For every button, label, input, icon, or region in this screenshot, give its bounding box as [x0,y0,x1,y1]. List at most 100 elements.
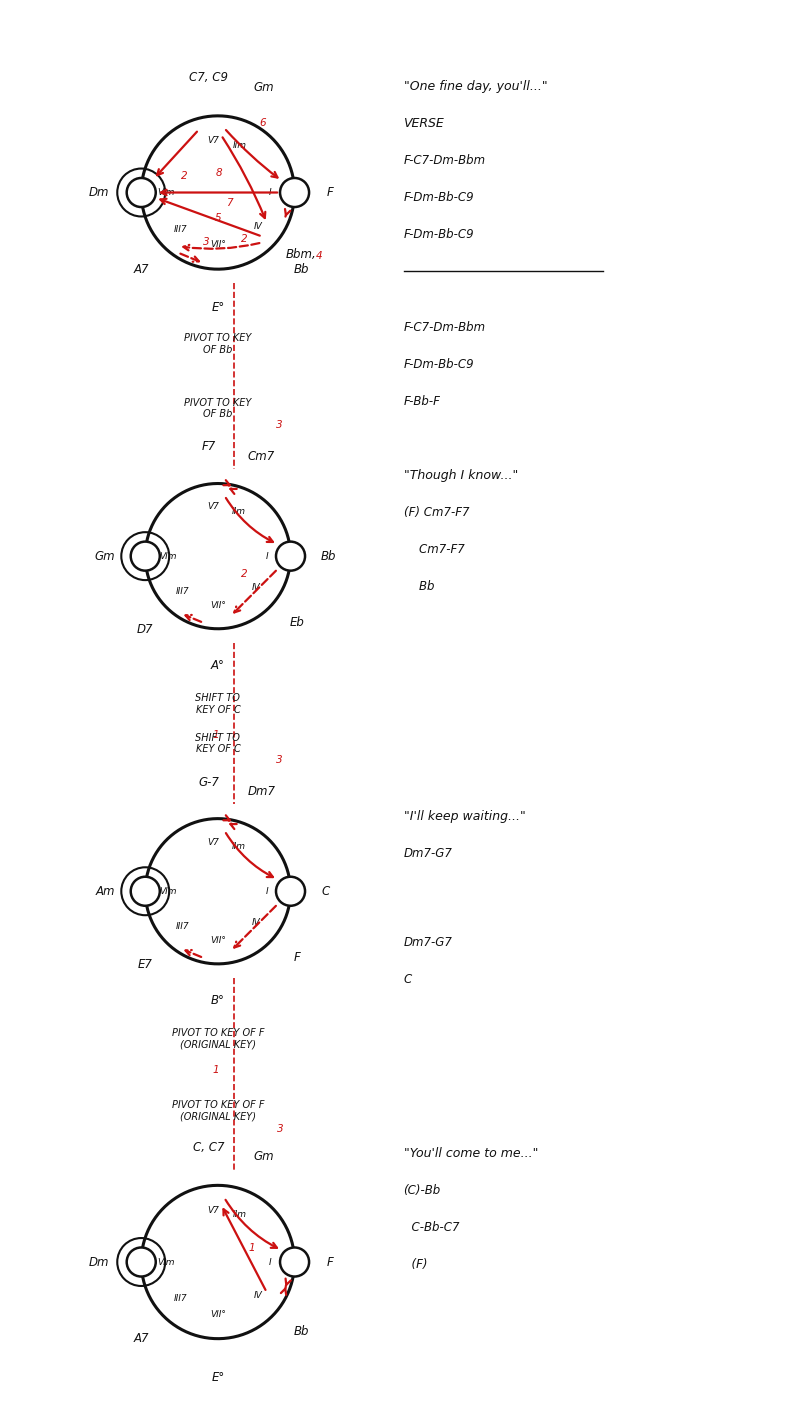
Text: VERSE: VERSE [404,117,444,130]
Ellipse shape [276,542,305,570]
Text: Gm: Gm [253,81,274,94]
Ellipse shape [131,877,160,906]
Text: Am: Am [95,884,115,898]
Text: IV: IV [253,1291,262,1301]
Ellipse shape [131,542,160,570]
Text: 1: 1 [213,730,220,740]
Text: F-C7-Dm-Bbm: F-C7-Dm-Bbm [404,154,486,167]
Ellipse shape [127,178,156,207]
Text: VIm: VIm [160,552,178,560]
Text: 2: 2 [181,171,187,181]
Text: VII°: VII° [210,240,226,250]
Text: 6: 6 [259,118,266,128]
Text: Bb: Bb [321,549,337,563]
Text: Bb: Bb [294,1326,309,1339]
Text: V7: V7 [207,1205,220,1215]
Text: V7: V7 [207,502,220,512]
Text: VII°: VII° [210,1309,226,1319]
Text: SHIFT TO
KEY OF C: SHIFT TO KEY OF C [195,693,240,714]
Text: PIVOT TO KEY
OF Bb: PIVOT TO KEY OF Bb [184,334,252,355]
Text: SHIFT TO
KEY OF C: SHIFT TO KEY OF C [195,733,240,754]
Text: IV: IV [251,918,260,927]
Text: 4: 4 [316,251,323,261]
Text: V7: V7 [207,135,220,145]
Text: I: I [266,552,269,560]
Text: E7: E7 [137,958,153,971]
Text: I: I [266,887,269,896]
Ellipse shape [276,877,305,906]
Text: I: I [269,188,271,197]
Text: "You'll come to me...": "You'll come to me..." [404,1147,538,1159]
Text: I: I [269,1258,271,1266]
Text: 3: 3 [275,756,282,766]
Text: 3: 3 [278,1124,284,1134]
Text: 5: 5 [215,212,221,224]
Text: 2: 2 [240,569,248,579]
Text: 8: 8 [215,168,223,178]
Text: VII°: VII° [210,600,226,610]
Text: C: C [321,884,329,898]
Text: VIm: VIm [157,1258,174,1266]
Text: F: F [327,185,333,200]
Text: C, C7: C, C7 [193,1141,224,1154]
Text: F-Bb-F: F-Bb-F [404,395,441,408]
Text: F7: F7 [202,441,216,453]
Text: "Though I know...": "Though I know..." [404,469,518,482]
Text: F: F [327,1255,333,1269]
Text: (F): (F) [404,1258,427,1271]
Text: IIm: IIm [233,1211,247,1219]
Text: PIVOT TO KEY OF F
(ORIGINAL KEY): PIVOT TO KEY OF F (ORIGINAL KEY) [172,1099,264,1121]
Text: IV: IV [253,221,262,231]
Text: Eb: Eb [290,616,304,629]
Text: Cm7-F7: Cm7-F7 [404,543,464,556]
Text: Dm: Dm [89,185,109,200]
Text: F: F [294,951,300,964]
Text: G-7: G-7 [199,776,220,789]
Text: E°: E° [211,301,224,314]
Text: III7: III7 [174,225,188,234]
Ellipse shape [127,1248,156,1276]
Text: Cm7: Cm7 [248,449,275,462]
Text: Dm7-G7: Dm7-G7 [404,935,453,950]
Text: F-Dm-Bb-C9: F-Dm-Bb-C9 [404,191,475,204]
Text: PIVOT TO KEY OF F
(ORIGINAL KEY): PIVOT TO KEY OF F (ORIGINAL KEY) [172,1028,264,1050]
Text: IIm: IIm [232,841,246,851]
Text: IIm: IIm [233,141,247,150]
Text: F-Dm-Bb-C9: F-Dm-Bb-C9 [404,358,475,371]
Text: "One fine day, you'll...": "One fine day, you'll..." [404,80,547,93]
Text: III7: III7 [176,921,190,931]
Text: PIVOT TO KEY
OF Bb: PIVOT TO KEY OF Bb [184,398,252,419]
Text: III7: III7 [176,586,190,596]
Text: 3: 3 [275,421,282,431]
Text: Gm: Gm [94,549,115,563]
Text: Dm7-G7: Dm7-G7 [404,847,453,860]
Ellipse shape [280,178,309,207]
Text: A°: A° [211,659,225,672]
Text: 3: 3 [203,237,209,247]
Text: IV: IV [251,583,260,592]
Text: C: C [404,973,412,987]
Text: VIm: VIm [160,887,178,896]
Text: IIm: IIm [232,506,246,516]
Text: F-C7-Dm-Bbm: F-C7-Dm-Bbm [404,321,486,334]
Text: C-Bb-C7: C-Bb-C7 [404,1221,459,1233]
Text: Dm7: Dm7 [248,784,275,797]
Text: E°: E° [211,1370,224,1383]
Text: Bb: Bb [404,580,434,593]
Text: B°: B° [211,994,225,1007]
Text: (F) Cm7-F7: (F) Cm7-F7 [404,506,469,519]
Text: F-Dm-Bb-C9: F-Dm-Bb-C9 [404,228,475,241]
Text: A7: A7 [133,1332,148,1346]
Ellipse shape [280,1248,309,1276]
Text: D7: D7 [136,623,153,636]
Text: "I'll keep waiting...": "I'll keep waiting..." [404,810,525,823]
Text: III7: III7 [174,1295,188,1303]
Text: (C)-Bb: (C)-Bb [404,1184,441,1196]
Text: 1: 1 [213,1065,220,1075]
Text: VII°: VII° [210,935,226,945]
Text: C7, C9: C7, C9 [189,71,228,84]
Text: Gm: Gm [253,1151,274,1164]
Text: 7: 7 [226,198,232,208]
Text: VIm: VIm [157,188,174,197]
Text: 1: 1 [249,1243,255,1253]
